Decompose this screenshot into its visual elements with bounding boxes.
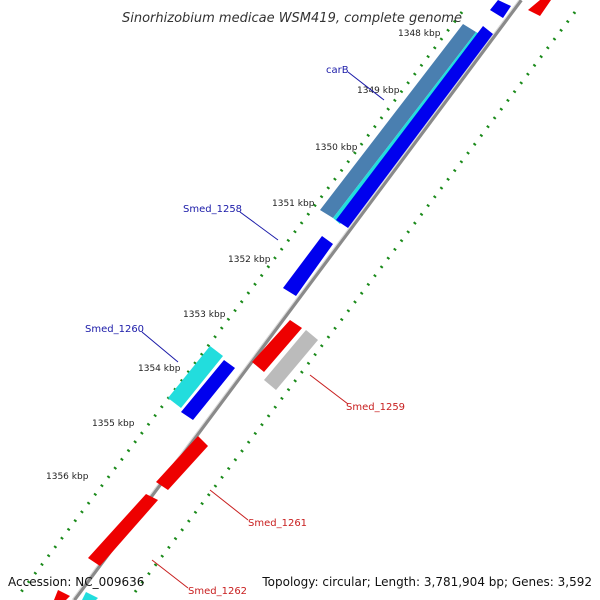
cds-forward-Smed_1258[interactable]: [283, 236, 333, 296]
gene-label-carB[interactable]: carB: [326, 65, 349, 76]
cds-reverse-Smed_1259[interactable]: [252, 320, 302, 372]
feature-grey-Smed_1259[interactable]: [264, 330, 318, 390]
gene-labels: carB Smed_1258 Smed_1260 Smed_1259 Smed_…: [85, 65, 405, 597]
gene-region-carB[interactable]: [320, 24, 476, 218]
tick-1355: 1355 kbp: [92, 419, 135, 429]
tick-1351: 1351 kbp: [272, 199, 315, 209]
gene-label-Smed_1258[interactable]: Smed_1258: [183, 204, 242, 215]
tick-1356: 1356 kbp: [46, 472, 89, 482]
gene-label-Smed_1259[interactable]: Smed_1259: [346, 402, 405, 413]
gc-track-inner: [16, 11, 464, 597]
cds-forward-Smed_1260[interactable]: [181, 360, 235, 420]
map-title: Sinorhizobium medicae WSM419, complete g…: [122, 11, 462, 26]
gene-label-Smed_1260[interactable]: Smed_1260: [85, 324, 144, 335]
cds-forward-top[interactable]: [490, 0, 511, 18]
tick-1349: 1349 kbp: [357, 86, 400, 96]
tick-1348: 1348 kbp: [398, 29, 441, 39]
gene-label-Smed_1261[interactable]: Smed_1261: [248, 518, 307, 529]
gene-label-leaders: [141, 71, 385, 589]
tick-1352: 1352 kbp: [228, 255, 271, 265]
cds-forward-carB[interactable]: [336, 26, 493, 228]
cds-reverse-bottom[interactable]: [54, 590, 70, 600]
tick-1353: 1353 kbp: [183, 310, 226, 320]
tick-labels: 1348 kbp 1349 kbp 1350 kbp 1351 kbp 1352…: [46, 29, 441, 482]
accession-text: Accession: NC_009636: [8, 575, 144, 589]
tick-1350: 1350 kbp: [315, 143, 358, 153]
tick-1354: 1354 kbp: [138, 364, 181, 374]
feature-Smed_1260-cyan[interactable]: [168, 346, 223, 408]
gene-label-Smed_1262[interactable]: Smed_1262: [188, 586, 247, 597]
gc-track-outer: [130, 11, 577, 597]
cds-reverse-Smed_1261[interactable]: [156, 436, 208, 490]
cds-reverse-Smed_1262[interactable]: [88, 494, 158, 566]
summary-text: Topology: circular; Length: 3,781,904 bp…: [261, 575, 592, 589]
cds-reverse-top[interactable]: [528, 0, 551, 16]
feature-bottom-cyan[interactable]: [82, 592, 98, 600]
